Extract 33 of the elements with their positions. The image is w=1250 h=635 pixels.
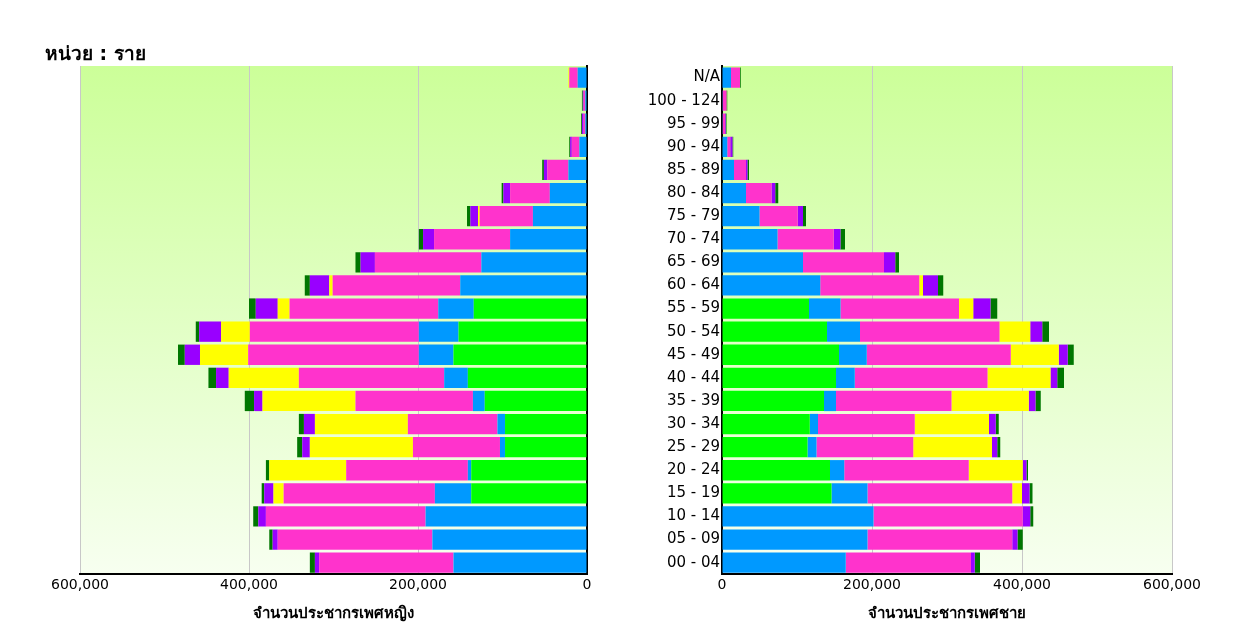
x-tick-label: 400,000 [993,576,1051,593]
x-axis-title: จำนวนประชากรเพศชาย [868,603,1026,622]
y-tick-label: 20 - 24 [666,460,720,479]
x-tick-label: 0 [717,576,727,593]
x-axis-title: จำนวนประชากรเพศหญิง [253,603,414,622]
y-tick-label: 05 - 09 [666,529,720,548]
x-tick-label: 600,000 [51,576,109,593]
y-tick-label: 80 - 84 [666,182,720,201]
y-tick-label: 75 - 79 [666,206,720,225]
x-tick-label: 400,000 [220,576,278,593]
x-tick-label: 200,000 [843,576,901,593]
y-tick-label: 55 - 59 [666,298,720,317]
y-tick-label: 100 - 124 [647,90,720,109]
y-tick-label: 65 - 69 [666,252,720,271]
y-tick-label: 25 - 29 [666,437,720,456]
x-tick-label: 0 [582,576,592,593]
y-tick-label: 35 - 39 [666,390,720,409]
x-tick-label: 200,000 [389,576,447,593]
y-tick-label: 45 - 49 [666,344,720,363]
y-tick-label: 70 - 74 [666,229,720,248]
y-tick-label: 90 - 94 [666,136,720,155]
y-tick-label: 85 - 89 [666,159,720,178]
y-tick-label: 30 - 34 [666,413,720,432]
y-tick-label: 15 - 19 [666,483,720,502]
y-tick-label: 60 - 64 [666,275,720,294]
y-tick-label: 50 - 54 [666,321,720,340]
y-tick-label: 95 - 99 [666,113,720,132]
chart-title: หน่วย : ราย [45,41,146,66]
x-tick-label: 600,000 [1143,576,1201,593]
y-tick-label: 40 - 44 [666,367,720,386]
y-tick-label: 10 - 14 [666,506,720,525]
y-tick-label: N/A [693,67,721,86]
y-tick-label: 00 - 04 [666,552,720,571]
